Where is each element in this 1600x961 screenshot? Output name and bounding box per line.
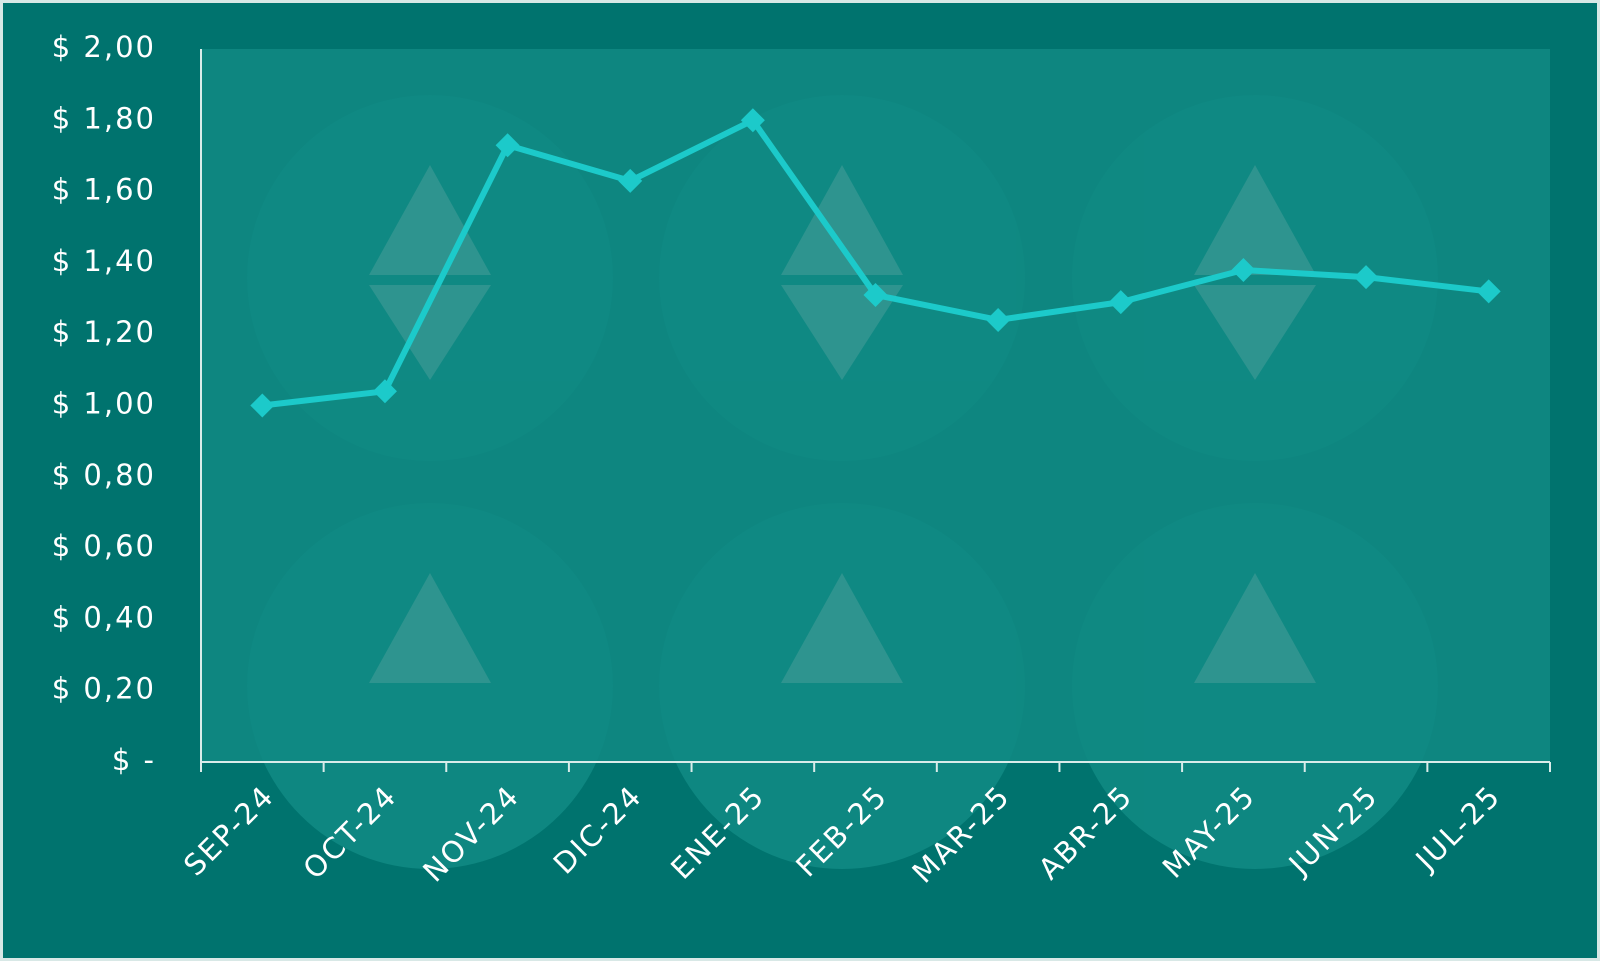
marker <box>250 393 275 418</box>
marker <box>1231 258 1256 283</box>
marker <box>618 168 643 193</box>
marker <box>1108 290 1133 315</box>
y-tick-label: $ - <box>112 743 156 777</box>
marker <box>1476 279 1501 304</box>
marker <box>372 379 397 404</box>
y-tick-label: $ 1,00 <box>52 387 156 421</box>
y-tick-label: $ 1,80 <box>52 101 156 135</box>
y-tick-label: $ 0,40 <box>52 600 156 634</box>
y-tick-label: $ 1,20 <box>52 315 156 349</box>
y-tick-label: $ 0,20 <box>52 672 156 706</box>
marker <box>740 108 765 133</box>
watermark-shapes <box>369 165 1316 683</box>
marker <box>986 307 1011 332</box>
y-tick-label: $ 1,40 <box>52 244 156 278</box>
y-tick-label: $ 1,60 <box>52 173 156 207</box>
watermark <box>247 95 1438 869</box>
marker <box>863 282 888 307</box>
marker <box>1354 265 1379 290</box>
y-tick-label: $ 0,60 <box>52 529 156 563</box>
marker <box>495 133 520 158</box>
y-tick-label: $ 2,00 <box>52 30 156 64</box>
y-tick-label: $ 0,80 <box>52 458 156 492</box>
